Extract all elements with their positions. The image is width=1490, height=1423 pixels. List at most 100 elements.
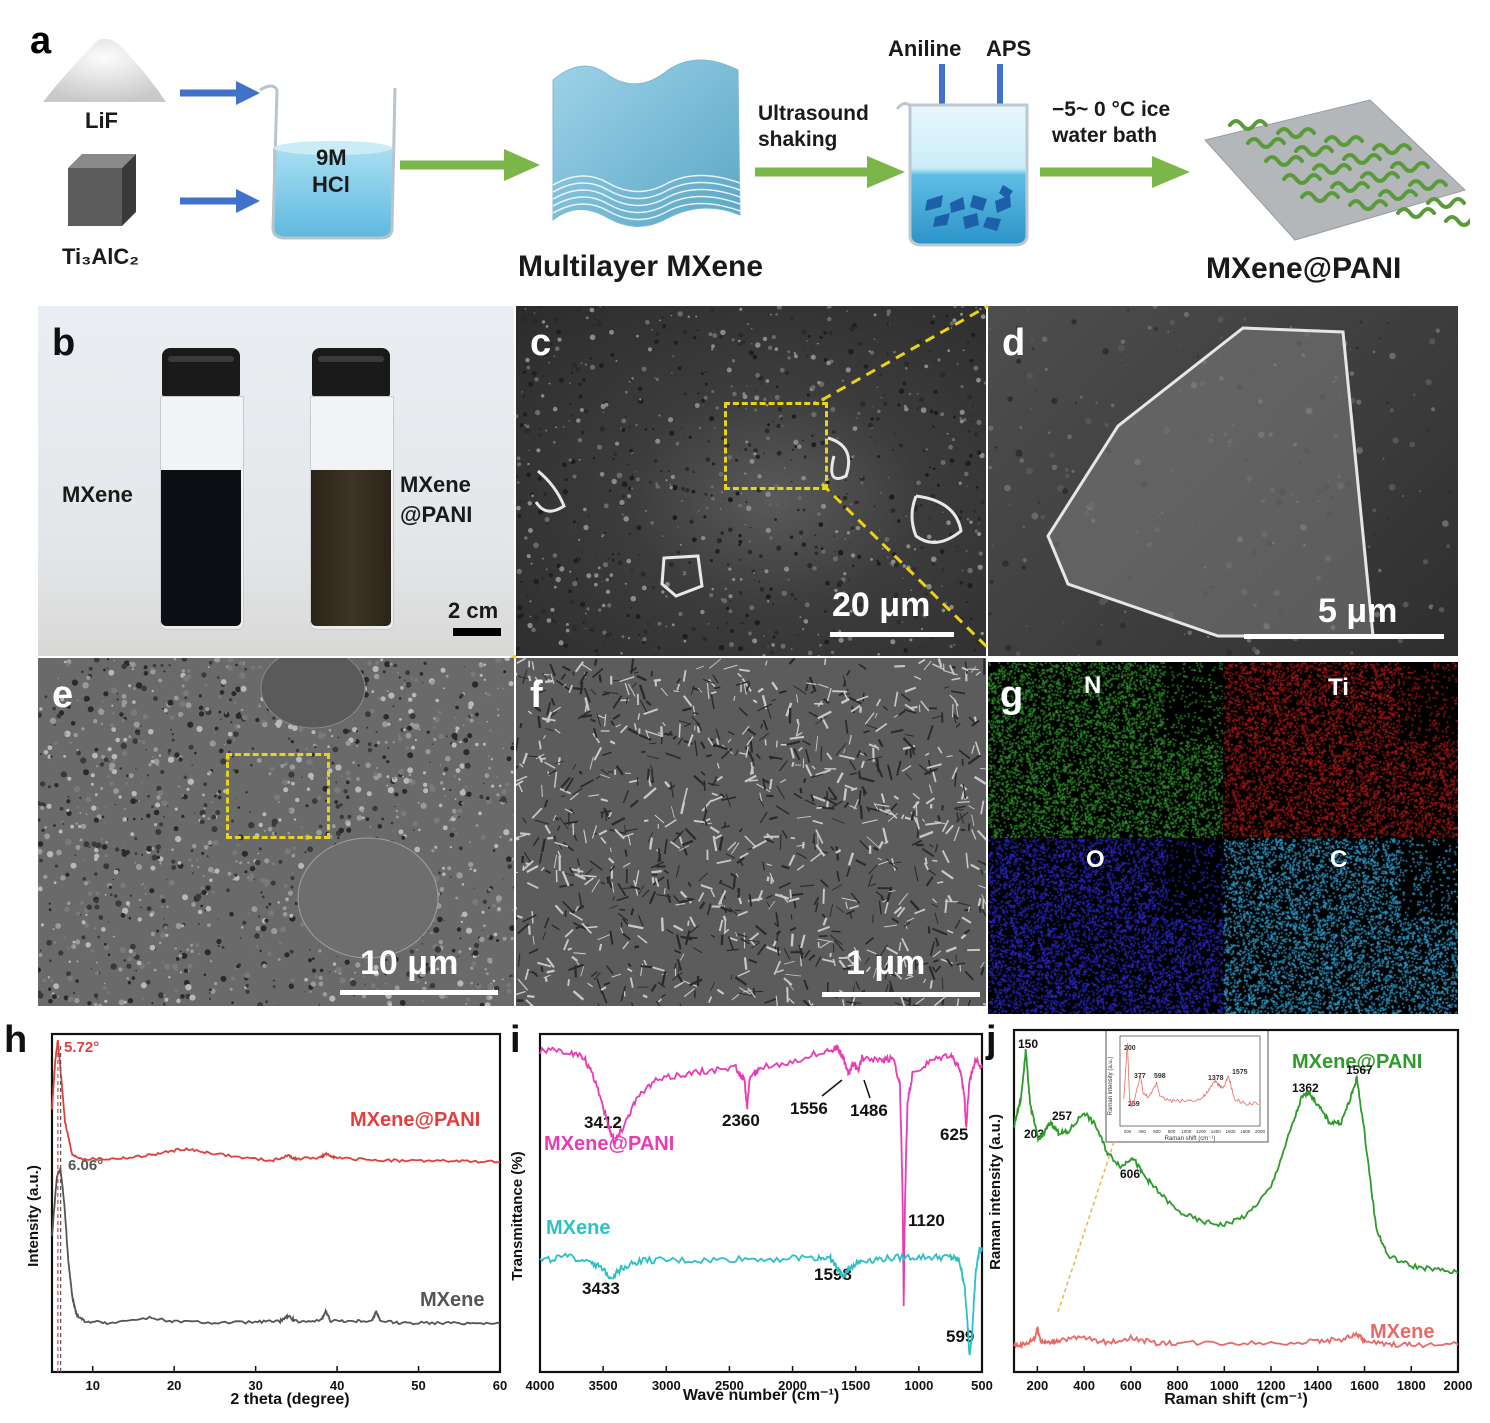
sem-fiber: [620, 985, 627, 1002]
sem-grain: [581, 431, 585, 435]
sem-grain: [69, 741, 73, 744]
sem-grain: [208, 991, 211, 994]
sem-grain: [881, 547, 884, 550]
sem-grain: [305, 804, 309, 808]
sem-grain: [681, 487, 685, 491]
sem-fiber: [532, 935, 535, 945]
sem-grain: [794, 551, 798, 556]
sem-fiber: [766, 863, 772, 867]
sem-grain: [552, 553, 558, 558]
sem-grain: [408, 697, 413, 702]
sem-grain: [801, 542, 806, 547]
sem-grain: [373, 673, 380, 680]
sem-grain: [101, 844, 108, 850]
sem-grain: [356, 745, 358, 747]
sem-grain: [217, 795, 222, 800]
sem-grain: [368, 969, 371, 972]
sem-fiber: [951, 767, 958, 780]
sem-fiber: [893, 714, 898, 718]
sem-grain: [394, 792, 399, 797]
sem-fiber: [520, 832, 531, 836]
sem-grain: [186, 787, 190, 791]
inset-tick-label: 600: [1153, 1129, 1161, 1134]
sem-grain: [90, 773, 95, 778]
sem-grain: [1022, 525, 1025, 528]
sem-grain: [455, 730, 458, 733]
sem-fiber: [878, 808, 892, 816]
xrd-tick-label: 30: [248, 1378, 262, 1393]
sem-grain: [817, 380, 821, 385]
sem-grain: [722, 598, 728, 604]
sem-fiber: [705, 754, 712, 758]
sem-grain: [222, 658, 224, 661]
sem-grain: [94, 747, 99, 752]
sem-grain: [137, 739, 141, 743]
eds-label-c: C: [1330, 846, 1348, 873]
sem-grain: [578, 538, 581, 541]
sem-grain: [580, 602, 586, 607]
sem-grain: [251, 747, 255, 750]
sem-grain: [484, 968, 487, 971]
sem-grain: [364, 682, 368, 686]
sem-grain: [83, 695, 90, 702]
sem-grain: [269, 766, 275, 772]
sem-fiber: [904, 733, 914, 737]
sem-grain: [392, 829, 394, 832]
sem-grain: [1051, 397, 1058, 404]
sem-grain: [975, 485, 979, 489]
pani-chain: [1426, 197, 1466, 209]
sem-fiber: [810, 794, 815, 802]
sem-fiber: [932, 950, 942, 958]
sem-grain: [203, 973, 207, 977]
sem-grain: [512, 886, 514, 889]
sem-grain: [538, 650, 540, 652]
xrd-tick-label: 20: [167, 1378, 181, 1393]
sem-grain: [496, 793, 500, 797]
sem-grain: [209, 878, 213, 882]
sem-grain: [764, 569, 769, 574]
sem-grain: [235, 686, 241, 692]
sem-fiber: [526, 881, 539, 890]
sem-grain: [240, 685, 247, 692]
sem-grain: [516, 614, 522, 619]
sem-grain: [76, 805, 80, 809]
scale-label-d: 5 μm: [1318, 592, 1398, 630]
sem-fiber: [603, 807, 611, 820]
pani-chain: [1372, 143, 1412, 155]
sem-fiber: [673, 981, 684, 989]
sem-grain: [572, 474, 577, 479]
sem-grain: [594, 649, 598, 653]
sem-grain: [671, 372, 673, 374]
sem-fiber: [878, 840, 884, 849]
sem-fiber: [861, 819, 878, 824]
sem-grain: [783, 566, 790, 572]
sem-grain: [402, 788, 408, 794]
sem-grain: [425, 966, 431, 972]
sem-grain: [803, 619, 809, 624]
sem-grain: [375, 731, 378, 733]
sem-grain: [819, 643, 822, 647]
sem-grain: [38, 990, 42, 995]
sem-fiber: [762, 719, 769, 731]
sem-grain: [419, 672, 424, 676]
sem-fiber: [830, 846, 835, 851]
sem-grain: [76, 750, 81, 756]
sem-grain: [123, 959, 126, 962]
sem-grain: [853, 325, 858, 330]
sem-grain: [213, 732, 216, 735]
ftir-arrow-1486: [863, 1079, 871, 1099]
sem-grain: [528, 528, 533, 533]
sem-grain: [939, 372, 946, 378]
sem-fiber: [791, 761, 795, 767]
sem-grain: [710, 485, 714, 489]
sem-grain: [143, 665, 148, 670]
sem-fiber: [593, 727, 598, 739]
sem-grain: [550, 607, 555, 612]
sem-grain: [144, 892, 147, 896]
sem-grain: [816, 512, 821, 516]
sem-grain: [576, 418, 581, 423]
sem-fiber: [880, 793, 886, 803]
sem-fiber: [810, 852, 823, 862]
sem-grain: [227, 658, 234, 663]
sem-grain: [974, 529, 978, 533]
